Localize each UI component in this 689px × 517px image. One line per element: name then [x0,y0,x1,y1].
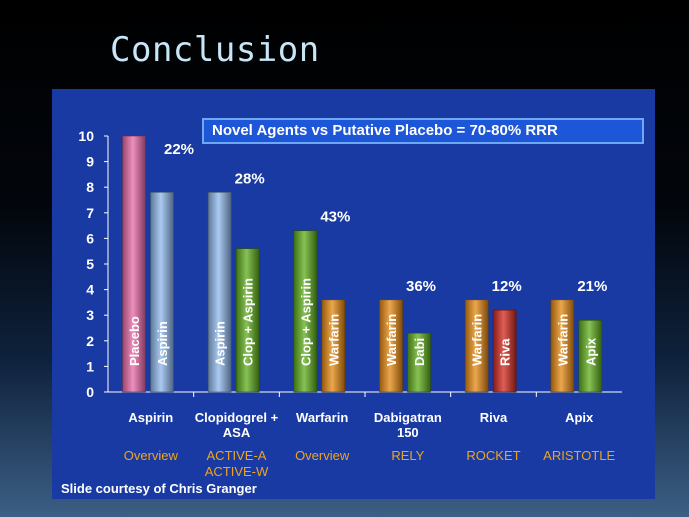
y-tick-label: 7 [86,205,94,221]
bar-label: Warfarin [384,314,399,366]
bar [492,309,517,393]
y-tick-label: 0 [86,384,94,400]
bar [550,299,575,393]
trial-label: Overview [295,448,350,463]
category-label: Aspirin [128,410,173,425]
bar-label: Placebo [127,316,142,366]
bar-chart: 0 1 2 3 4 5 6 7 8 9 10 Placebo Aspirin 22% Aspirin Ove… [78,128,622,479]
category-label: Clopidogrel + [195,410,279,425]
rrr-label: 22% [164,141,194,158]
bar-label: Aspirin [213,321,228,366]
rrr-label: 43% [320,209,350,226]
category-label: 150 [397,425,419,440]
trial-label: RELY [391,448,424,463]
y-tick-label: 1 [86,358,94,374]
bar [578,320,603,393]
chart-panel: 0 1 2 3 4 5 6 7 8 9 10 Placebo Aspirin 22% Aspirin Ove… [52,89,655,499]
y-tick-label: 3 [86,307,94,323]
y-tick-label: 4 [86,282,94,298]
bar-label: Warfarin [555,314,570,366]
rrr-label: 36% [406,278,436,295]
category-label: ASA [223,425,251,440]
rrr-label: 28% [235,170,265,187]
bar [207,192,232,393]
bar [235,248,260,393]
slide-title: Conclusion [110,30,320,70]
bar [379,299,403,393]
y-tick-label: 8 [86,179,94,195]
bar-label: Warfarin [470,314,485,366]
trial-label: Overview [124,448,179,463]
bar [407,332,431,393]
bar-label: Clop + Aspirin [241,278,256,366]
trial-label: ACTIVE-W [205,464,269,479]
y-tick-label: 5 [86,256,94,272]
bar-label: Riva [498,338,513,366]
trial-label: ROCKET [466,448,520,463]
bar-label: Warfarin [326,314,341,366]
y-tick-label: 2 [86,333,94,349]
bar [321,299,346,393]
y-tick-label: 6 [86,230,94,246]
bar [150,192,174,393]
y-tick-label: 10 [78,128,94,144]
bar [122,135,146,393]
category-label: Warfarin [296,410,348,425]
bar [464,299,489,393]
bar-label: Dabi [412,338,427,366]
slide-credit: Slide courtesy of Chris Granger [61,481,257,496]
category-label: Apix [565,410,594,425]
category-label: Riva [480,410,508,425]
bar [293,230,318,393]
bar-label: Clop + Aspirin [298,278,313,366]
trial-label: ARISTOTLE [543,448,615,463]
trial-label: ACTIVE-A [207,448,267,463]
bar-label: Apix [583,337,598,366]
rrr-label: 21% [577,278,607,295]
category-label: Dabigatran [374,410,442,425]
rrr-label: 12% [492,278,522,295]
chart-title-banner: Novel Agents vs Putative Placebo = 70-80… [202,118,644,144]
bar-label: Aspirin [155,321,170,366]
y-tick-label: 9 [86,154,94,170]
